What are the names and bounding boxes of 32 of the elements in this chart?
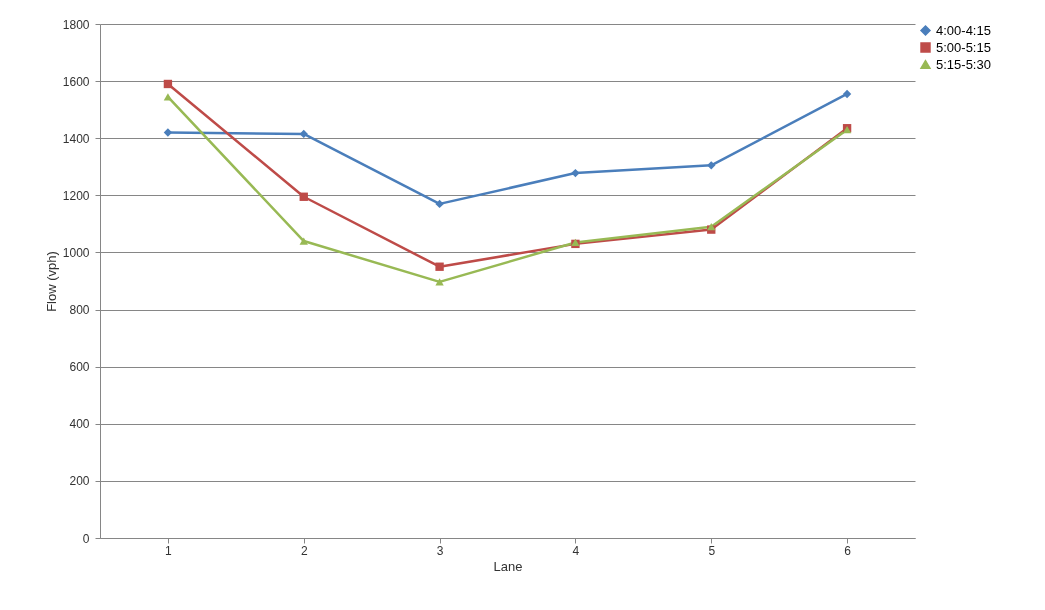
x-tick-label: 3 <box>436 543 444 558</box>
point <box>299 237 308 245</box>
y-tick-label: 1000 <box>62 245 90 260</box>
y-tick-label: 1600 <box>62 74 90 89</box>
y-tick-label: 1400 <box>62 131 90 146</box>
y-axis-title: Flow (vph) <box>43 251 59 312</box>
legend-label: 5:15-5:30 <box>936 56 991 72</box>
point <box>163 128 173 137</box>
x-tick-label: 6 <box>844 543 852 558</box>
point <box>435 262 444 271</box>
x-axis-title: Lane <box>493 558 523 574</box>
point <box>163 93 173 101</box>
x-tick-label: 1 <box>165 543 173 558</box>
legend-label: 4:00-4:15 <box>936 22 991 38</box>
y-tick-label: 1800 <box>62 17 90 32</box>
y-tick-label: 1200 <box>62 188 90 203</box>
point <box>299 129 308 139</box>
point <box>842 89 852 99</box>
point <box>299 192 308 201</box>
x-tick-label: 5 <box>708 543 716 558</box>
y-tick-label: 600 <box>69 360 90 375</box>
point <box>163 79 173 89</box>
legend-label: 5:00-5:15 <box>936 39 991 55</box>
x-tick-label: 2 <box>300 543 308 558</box>
point <box>707 161 716 170</box>
point <box>571 168 580 178</box>
y-tick-label: 0 <box>82 531 90 546</box>
y-tick-label: 400 <box>69 417 90 432</box>
y-tick-label: 200 <box>69 474 90 489</box>
y-tick-label: 800 <box>69 303 90 318</box>
point <box>435 199 444 209</box>
x-tick-label: 4 <box>572 543 580 558</box>
